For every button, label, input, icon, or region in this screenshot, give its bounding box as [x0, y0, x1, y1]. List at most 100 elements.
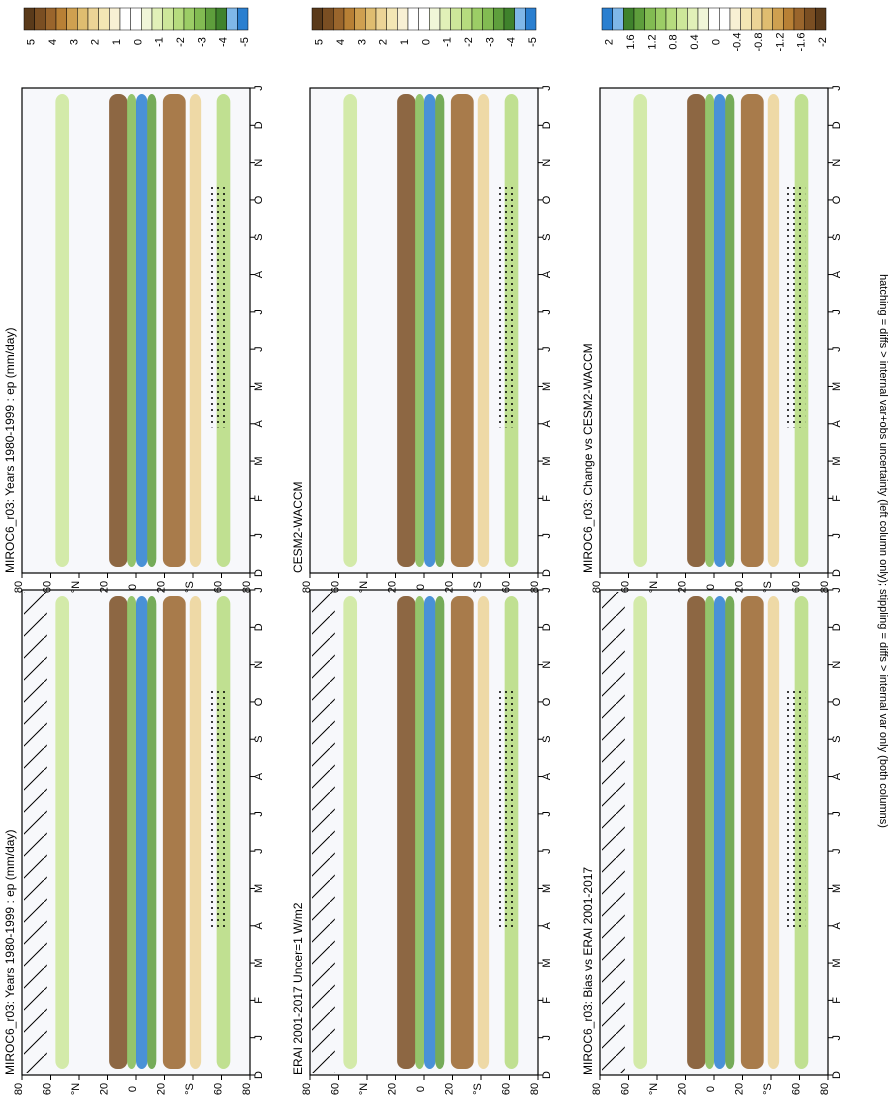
contour-band — [415, 94, 425, 567]
x-tick-label: M — [831, 884, 843, 893]
y-tick-label: 20 — [99, 1083, 111, 1095]
y-tick-label: 0 — [127, 584, 139, 590]
y-tick-label: 20 — [387, 1083, 399, 1095]
x-tick-label: D — [253, 1071, 265, 1079]
contour-band — [127, 596, 137, 1069]
colorbar-swatch — [343, 7, 355, 31]
x-tick-label: A — [253, 921, 265, 929]
x-tick-label: A — [831, 921, 843, 929]
x-tick-label: O — [253, 195, 265, 204]
x-tick-label: J — [541, 533, 553, 539]
x-tick-label: J — [541, 85, 553, 91]
x-tick-label: O — [253, 697, 265, 706]
y-tick-label: 20 — [677, 1083, 689, 1095]
panel-title: ERAI 2001-2017 Uncer=1 W/m2 — [291, 902, 305, 1075]
y-tick-label: °S — [184, 1083, 196, 1095]
colorbar-swatch — [482, 7, 494, 31]
x-tick-label: O — [541, 697, 553, 706]
colorbar-label: -5 — [239, 37, 251, 47]
x-tick-label: J — [831, 811, 843, 817]
x-tick-label: M — [831, 456, 843, 465]
x-tick-label: A — [541, 270, 553, 278]
y-tick-label: 20 — [734, 581, 746, 593]
y-tick-label: 80 — [301, 581, 313, 593]
x-tick-label: J — [253, 346, 265, 352]
colorbar-label: 2 — [90, 39, 102, 45]
x-tick-label: A — [253, 419, 265, 427]
x-tick-label: A — [253, 270, 265, 278]
colorbar-swatch — [687, 7, 699, 31]
contour-band — [189, 596, 202, 1069]
contour-band — [415, 596, 425, 1069]
x-tick-label: M — [831, 958, 843, 967]
y-tick-label: 60 — [501, 581, 513, 593]
colorbar-label: -3 — [484, 37, 496, 47]
contour-band — [687, 596, 706, 1069]
y-tick-label: 20 — [444, 1083, 456, 1095]
y-tick-label: 20 — [387, 581, 399, 593]
colorbar-label: -0.4 — [732, 33, 744, 52]
x-tick-label: D — [831, 569, 843, 577]
x-tick-label: F — [831, 495, 843, 502]
x-tick-label: M — [541, 958, 553, 967]
x-tick-label: J — [831, 346, 843, 352]
x-tick-label: D — [253, 121, 265, 129]
x-tick-label: J — [253, 587, 265, 593]
x-tick-label: M — [253, 884, 265, 893]
colorbar-swatch — [461, 7, 473, 31]
x-tick-label: M — [541, 382, 553, 391]
x-tick-label: S — [541, 234, 553, 241]
colorbar-label: 0.4 — [689, 34, 701, 49]
x-tick-label: J — [253, 85, 265, 91]
x-tick-label: D — [831, 623, 843, 631]
y-tick-label: °S — [184, 581, 196, 593]
colorbar-swatch — [365, 7, 377, 31]
colorbar-swatch — [407, 7, 419, 31]
x-tick-label: F — [253, 997, 265, 1004]
y-tick-label: °S — [472, 581, 484, 593]
x-tick-label: J — [541, 587, 553, 593]
colorbar-label: 2 — [604, 39, 616, 45]
panel-title: MIROC6_r03: Bias vs ERAI 2001-2017 — [581, 867, 595, 1075]
y-tick-label: °N — [358, 581, 370, 593]
contour-band — [740, 596, 764, 1069]
y-tick-label: 60 — [791, 1083, 803, 1095]
colorbar-label: 1.6 — [625, 34, 637, 49]
colorbar-swatch — [130, 7, 142, 31]
y-tick-label: 80 — [819, 581, 831, 593]
colorbar-label: 0 — [710, 39, 722, 45]
contour-band — [147, 596, 157, 1069]
contour-band — [343, 94, 358, 567]
colorbar-swatch — [493, 7, 505, 31]
y-tick-label: 0 — [127, 1086, 139, 1092]
colorbar-swatch — [655, 7, 667, 31]
x-tick-label: J — [253, 533, 265, 539]
colorbar-swatch — [761, 7, 773, 31]
panel-title: MIROC6_r03: Years 1980-1999 : ep (mm/day… — [3, 328, 17, 573]
x-tick-label: S — [541, 736, 553, 743]
x-tick-label: S — [253, 736, 265, 743]
colorbar-swatch — [322, 7, 334, 31]
y-tick-label: 0 — [415, 1086, 427, 1092]
colorbar-swatch — [525, 7, 537, 31]
contour-band — [162, 94, 186, 567]
x-tick-label: S — [253, 234, 265, 241]
x-tick-label: D — [541, 623, 553, 631]
x-tick-label: J — [253, 811, 265, 817]
contour-band — [450, 596, 474, 1069]
x-tick-label: F — [541, 495, 553, 502]
stippling-region — [496, 687, 516, 930]
contour-band — [725, 94, 735, 567]
colorbar-swatch — [623, 7, 635, 31]
contour-band — [109, 94, 128, 567]
contour-band — [477, 596, 490, 1069]
contour-band — [435, 94, 445, 567]
contour-band — [343, 596, 358, 1069]
x-tick-label: D — [541, 1071, 553, 1079]
contour-band — [397, 596, 416, 1069]
colorbar-swatch — [418, 7, 430, 31]
colorbar-label: 2 — [378, 39, 390, 45]
colorbar-swatch — [237, 7, 249, 31]
